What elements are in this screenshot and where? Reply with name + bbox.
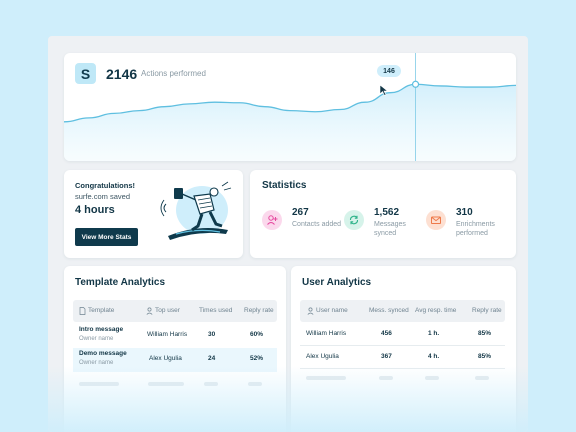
placeholder-bar [79, 382, 119, 386]
add-contact-icon [262, 210, 282, 230]
user-icon [146, 307, 153, 315]
dashboard-frame: S 2146 Actions performed 146 Congratulat… [48, 36, 528, 432]
template-analytics-title: Template Analytics [75, 277, 166, 288]
avg-response-time: 4 h. [428, 353, 440, 360]
placeholder-bar [425, 376, 439, 380]
template-owner: Owner name [79, 360, 114, 366]
user-name: Alex Ugulia [306, 353, 339, 360]
congrats-title: Congratulations! [75, 181, 135, 190]
surfe-logo: S [75, 63, 96, 84]
chart-area-fill [64, 84, 516, 161]
messages-synced: 367 [381, 353, 392, 360]
row-divider [300, 368, 505, 369]
user-analytics-card: User Analytics User name Mess. synced Av… [291, 266, 516, 432]
column-header-top-user[interactable]: Top user [155, 307, 180, 314]
actions-chart-card: S 2146 Actions performed 146 [64, 53, 516, 161]
stat-value: 1,562 [374, 207, 400, 218]
placeholder-bar [306, 376, 346, 380]
column-header-reply-rate[interactable]: Reply rate [244, 307, 274, 314]
placeholder-bar [148, 382, 184, 386]
top-user: William Harris [147, 331, 188, 338]
column-header-reply-rate[interactable]: Reply rate [472, 307, 502, 314]
template-owner: Owner name [79, 336, 114, 342]
column-header-messages-synced[interactable]: Mess. synced [369, 307, 409, 314]
reply-rate: 85% [478, 353, 492, 360]
placeholder-bar [204, 382, 218, 386]
stat-label: Contacts added [292, 221, 342, 228]
hours-saved: 4 hours [75, 204, 115, 216]
template-table-header: Template Top user Times used Reply rate [73, 300, 277, 322]
chart-hover-point[interactable] [411, 80, 420, 88]
column-header-times-used[interactable]: Times used [199, 307, 233, 314]
placeholder-bar [475, 376, 489, 380]
stat-label: Messages synced [374, 221, 406, 237]
stat-value: 267 [292, 207, 309, 218]
user-name: William Harris [306, 330, 347, 337]
row-divider [300, 345, 505, 346]
sync-icon [344, 210, 364, 230]
stat-value: 310 [456, 207, 473, 218]
template-name: Intro message [79, 326, 124, 333]
table-row[interactable]: Demo message Owner name Alex Ugulia 24 5… [73, 348, 277, 372]
mouse-cursor-icon [379, 84, 389, 96]
user-table-header: User name Mess. synced Avg resp. time Re… [300, 300, 505, 322]
template-analytics-card: Template Analytics Template Top user Tim… [64, 266, 286, 432]
avg-response-time: 1 h. [428, 330, 440, 337]
congrats-subtitle: surfe.com saved [75, 192, 131, 201]
column-header-user-name[interactable]: User name [316, 307, 348, 314]
times-used: 30 [208, 331, 216, 338]
reply-rate: 60% [250, 331, 264, 338]
time-saved-card: Congratulations! surfe.com saved 4 hours… [64, 170, 243, 258]
table-row[interactable]: Alex Ugulia 367 4 h. 85% [300, 346, 505, 368]
chart-series-line [64, 83, 516, 123]
placeholder-bar [379, 376, 393, 380]
column-header-template[interactable]: Template [88, 307, 115, 314]
messages-synced: 456 [381, 330, 392, 337]
actions-area-chart[interactable] [64, 53, 516, 161]
reply-rate: 85% [478, 330, 492, 337]
statistics-title: Statistics [262, 180, 307, 191]
statistics-card: Statistics 267 Contacts added [250, 170, 516, 258]
template-name: Demo message [79, 350, 127, 357]
mail-icon [426, 210, 446, 230]
placeholder-bar [248, 382, 262, 386]
top-user: Alex Ugulia [149, 355, 182, 362]
times-used: 24 [208, 355, 216, 362]
stat-label: Enrichments performed [456, 221, 495, 237]
document-icon [79, 307, 86, 315]
chart-tooltip: 146 [377, 65, 401, 77]
user-icon [307, 307, 314, 315]
column-header-avg-response-time[interactable]: Avg resp. time [415, 307, 457, 314]
view-more-stats-button[interactable]: View More Stats [75, 228, 138, 246]
surfer-illustration [160, 181, 232, 240]
user-analytics-title: User Analytics [302, 277, 372, 288]
table-row[interactable]: William Harris 456 1 h. 85% [300, 323, 505, 345]
reply-rate: 52% [250, 355, 264, 362]
table-row[interactable]: Intro message Owner name William Harris … [73, 324, 277, 348]
actions-total-label: Actions performed [141, 69, 206, 78]
actions-total: 2146 [106, 66, 138, 82]
